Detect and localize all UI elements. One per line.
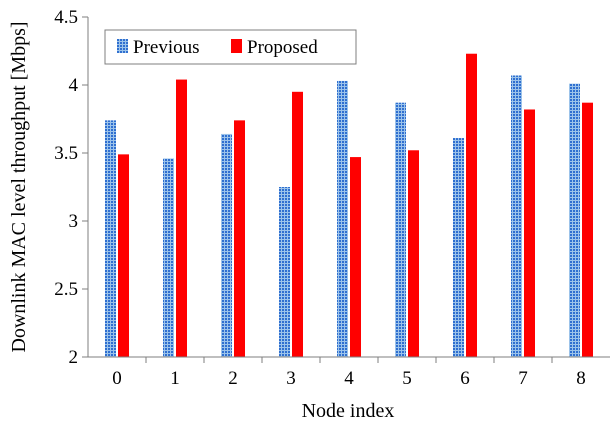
y-tick-label: 4 — [69, 75, 79, 96]
x-axis-title: Node index — [302, 400, 395, 422]
bar-previous-node-4 — [337, 80, 348, 358]
x-tick-label: 1 — [170, 368, 180, 389]
y-tick-label: 2.5 — [54, 279, 78, 300]
axes-group — [82, 16, 610, 363]
legend-label-previous: Previous — [133, 37, 200, 58]
y-axis-title: Downlink MAC level throughput [Mbps] — [8, 21, 30, 352]
legend: Previous Proposed — [104, 29, 357, 65]
y-tick-label: 3 — [69, 211, 79, 232]
bar-proposed-node-4 — [350, 157, 361, 357]
x-tick-label: 2 — [228, 368, 238, 389]
x-tick-label: 4 — [344, 368, 354, 389]
bar-proposed-node-3 — [292, 91, 303, 358]
bar-proposed-node-8 — [582, 102, 593, 358]
bar-proposed-node-7 — [524, 109, 535, 357]
bars-group — [105, 53, 593, 358]
bar-previous-node-0 — [105, 120, 116, 357]
x-tick-labels: 0 1 2 3 4 5 6 7 8 — [112, 368, 586, 389]
y-tick-labels: 2 2.5 3 3.5 4 4.5 — [54, 7, 78, 368]
bar-proposed-node-2 — [234, 120, 245, 357]
bar-previous-node-5 — [395, 102, 406, 358]
bar-previous-node-3 — [279, 187, 290, 357]
bar-previous-node-1 — [163, 158, 174, 357]
x-tick-label: 0 — [112, 368, 122, 389]
x-tick-label: 8 — [576, 368, 586, 389]
bar-proposed-node-1 — [176, 79, 187, 357]
bar-proposed-node-6 — [466, 53, 477, 357]
legend-swatch-proposed — [231, 39, 242, 53]
x-tick-label: 6 — [460, 368, 470, 389]
y-tick-label: 3.5 — [54, 143, 78, 164]
bar-previous-node-2 — [221, 133, 232, 357]
bar-proposed-node-0 — [118, 154, 129, 357]
bar-proposed-node-5 — [408, 150, 419, 357]
x-tick-label: 7 — [518, 368, 528, 389]
bar-previous-node-7 — [511, 75, 522, 357]
y-tick-label: 2 — [69, 347, 79, 368]
legend-label-proposed: Proposed — [247, 37, 318, 58]
legend-box — [104, 29, 357, 65]
x-tick-label: 3 — [286, 368, 296, 389]
bar-previous-node-8 — [569, 83, 580, 357]
x-tick-label: 5 — [402, 368, 412, 389]
legend-swatch-previous — [117, 39, 128, 53]
y-tick-label: 4.5 — [54, 7, 78, 28]
bar-previous-node-6 — [453, 138, 464, 357]
